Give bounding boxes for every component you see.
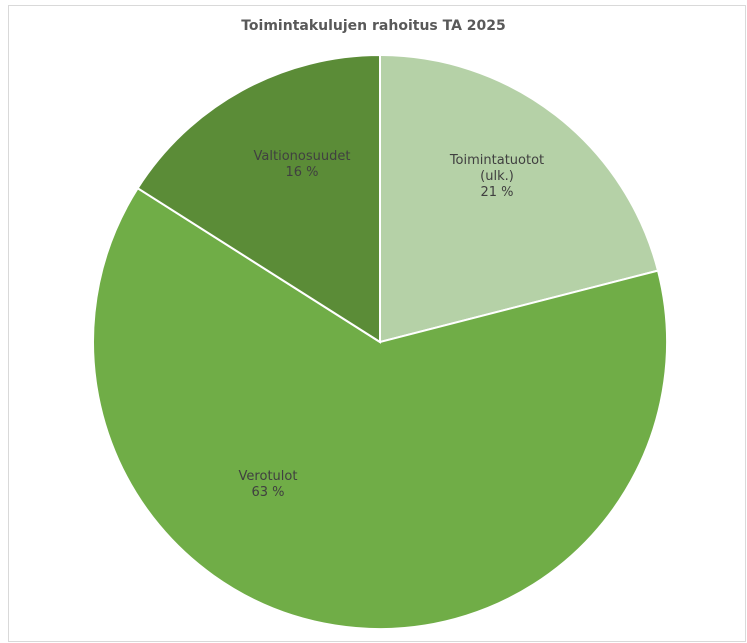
- slice-label: Valtionosuudet 16 %: [232, 149, 372, 181]
- category-label: Toimintatuotot (ulk.): [449, 153, 545, 184]
- value-label: 21 %: [480, 185, 514, 200]
- category-label: Verotulot: [238, 469, 298, 484]
- pie-slice: [379, 53, 660, 344]
- pie-slice: [92, 186, 668, 630]
- slice-label: Verotulot 63 %: [198, 469, 338, 501]
- pie-slice: [136, 53, 381, 344]
- chart-title: Toimintakulujen rahoitus TA 2025: [241, 18, 506, 34]
- chart-frame: [8, 5, 746, 642]
- value-label: 63 %: [251, 485, 285, 500]
- slice-label: Toimintatuotot (ulk.) 21 %: [427, 153, 567, 201]
- value-label: 16 %: [285, 165, 319, 180]
- category-label: Valtionosuudet: [253, 149, 351, 164]
